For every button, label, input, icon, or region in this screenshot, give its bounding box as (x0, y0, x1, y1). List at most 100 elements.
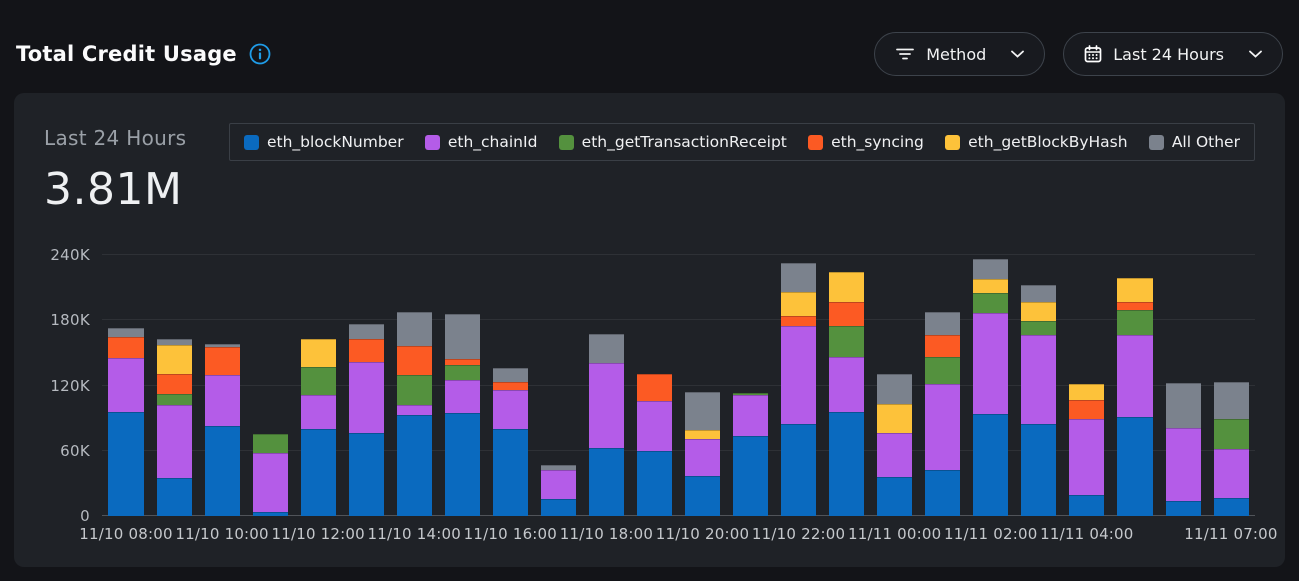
credit-usage-card: Last 24 Hours 3.81M eth_blockNumber eth_c… (14, 93, 1285, 567)
stacked-bar[interactable] (204, 344, 240, 516)
bar-slot (775, 239, 823, 516)
gridline (102, 449, 1255, 451)
stacked-bar[interactable] (1069, 384, 1105, 516)
topbar: Total Credit Usage Method (0, 0, 1299, 78)
stacked-bar[interactable] (492, 368, 528, 516)
bar-segment-eth_blockNumber (637, 450, 673, 516)
bar-segment-eth_blockNumber (492, 429, 528, 516)
bar-segment-All Other (685, 392, 721, 431)
filter-controls: Method Last 24 Hours (874, 32, 1283, 76)
bar-segment-eth_chainId (300, 395, 336, 429)
chart-legend: eth_blockNumber eth_chainId eth_getTransac… (229, 123, 1255, 161)
legend-swatch (945, 134, 961, 150)
legend-item[interactable]: eth_blockNumber (244, 133, 404, 151)
summary-stats: Last 24 Hours 3.81M (44, 123, 202, 215)
x-axis-tick: 11/10 14:00 (367, 525, 461, 543)
legend-item[interactable]: All Other (1148, 133, 1240, 151)
stacked-bar[interactable] (925, 311, 961, 516)
bar-segment-All Other (1165, 383, 1201, 428)
stacked-bar[interactable] (1117, 277, 1153, 516)
bar-slot (150, 239, 198, 516)
stacked-bar[interactable] (973, 259, 1009, 516)
bar-segment-All Other (1213, 382, 1249, 420)
bar-slot (1207, 239, 1255, 516)
bar-segment-eth_blockNumber (204, 425, 240, 516)
bar-segment-eth_blockNumber (781, 423, 817, 516)
stacked-bar[interactable] (877, 373, 913, 516)
stacked-bar[interactable] (588, 334, 625, 516)
bar-segment-eth_syncing (925, 335, 961, 358)
bar-segment-eth_blockNumber (588, 447, 625, 516)
method-dropdown[interactable]: Method (874, 32, 1046, 76)
bar-segment-eth_syncing (1117, 301, 1153, 311)
stacked-bar[interactable] (156, 338, 192, 516)
legend-label: eth_blockNumber (267, 133, 404, 151)
bar-segment-eth_syncing (1069, 399, 1105, 420)
bar-segment-eth_chainId (252, 452, 288, 512)
bar-segment-eth_blockNumber (252, 511, 288, 516)
stacked-bar[interactable] (1165, 383, 1201, 516)
bar-segment-eth_syncing (348, 338, 384, 362)
bar-segment-eth_blockNumber (829, 411, 865, 516)
bar-slot (1159, 239, 1207, 516)
stacked-bar[interactable] (444, 313, 480, 516)
bar-segment-eth_blockNumber (877, 476, 913, 516)
stacked-bar[interactable] (685, 392, 721, 516)
bar-segment-All Other (204, 344, 240, 348)
legend-item[interactable]: eth_getTransactionReceipt (558, 133, 787, 151)
bar-segment-eth_blockNumber (925, 470, 961, 516)
stacked-bar[interactable] (733, 393, 769, 516)
bar-segment-eth_blockNumber (444, 412, 480, 516)
stacked-bar[interactable] (637, 373, 673, 516)
bar-segment-eth_blockNumber (733, 435, 769, 516)
info-icon[interactable] (249, 43, 271, 65)
chevron-down-icon (1011, 50, 1025, 58)
stacked-bar[interactable] (781, 262, 817, 516)
stacked-bar[interactable] (396, 311, 432, 516)
stacked-bar[interactable] (348, 323, 384, 516)
stacked-bar[interactable] (1021, 285, 1057, 516)
stacked-bar[interactable] (252, 434, 288, 516)
y-axis: 0 60K 120K 180K 240K (44, 239, 102, 525)
bar-segment-eth_chainId (108, 358, 144, 412)
chevron-down-icon (1249, 50, 1262, 58)
bar-segment-eth_getTransactionReceipt (300, 367, 336, 396)
bar-slot (871, 239, 919, 516)
credit-usage-chart: 0 60K 120K 180K 240K 11/10 08:00 11/10 10:00 1… (44, 239, 1277, 551)
stacked-bar[interactable] (108, 327, 144, 516)
bars-container (102, 239, 1255, 516)
total-credits-value: 3.81M (44, 164, 183, 215)
x-axis-tick: 11/10 20:00 (655, 525, 750, 543)
calendar-icon (1084, 45, 1102, 63)
bar-segment-eth_getTransactionReceipt (1117, 310, 1153, 336)
bar-slot (823, 239, 871, 516)
bar-segment-eth_getTransactionReceipt (1213, 419, 1249, 449)
time-range-dropdown[interactable]: Last 24 Hours (1063, 32, 1283, 76)
stacked-bar[interactable] (1213, 382, 1249, 516)
bar-segment-eth_chainId (685, 438, 721, 476)
bar-segment-eth_getTransactionReceipt (829, 325, 865, 358)
legend-item[interactable]: eth_syncing (808, 133, 924, 151)
bar-slot (342, 239, 390, 516)
bar-segment-eth_blockNumber (1165, 500, 1201, 516)
stacked-bar[interactable] (300, 338, 336, 516)
bar-slot (534, 239, 582, 516)
legend-item[interactable]: eth_chainId (424, 133, 537, 151)
stacked-bar[interactable] (540, 464, 576, 516)
bar-segment-eth_blockNumber (1213, 497, 1249, 516)
bar-segment-eth_chainId (1117, 335, 1153, 418)
legend-item[interactable]: eth_getBlockByHash (945, 133, 1128, 151)
bar-segment-All Other (925, 311, 961, 336)
bar-segment-eth_syncing (204, 347, 240, 375)
stacked-bar[interactable] (829, 272, 865, 516)
bar-segment-eth_getTransactionReceipt (252, 434, 288, 453)
x-axis-tick: 11/10 12:00 (271, 525, 365, 543)
bar-segment-eth_getTransactionReceipt (156, 394, 192, 406)
bar-slot (1111, 239, 1159, 516)
bar-segment-eth_getTransactionReceipt (925, 357, 961, 385)
bar-segment-All Other (492, 368, 528, 383)
legend-label: All Other (1171, 133, 1240, 151)
bar-slot (438, 239, 486, 516)
bar-segment-eth_syncing (781, 315, 817, 326)
legend-swatch (558, 134, 574, 150)
